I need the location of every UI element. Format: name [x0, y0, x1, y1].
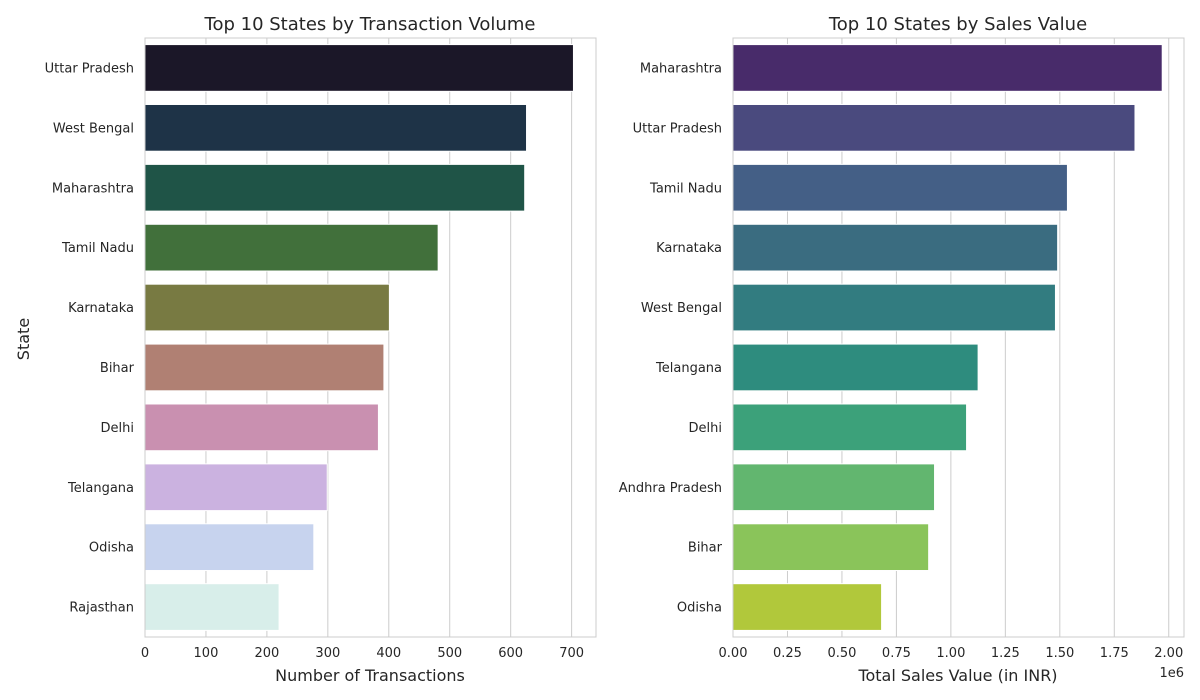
bar	[144, 44, 574, 92]
y-tick-label: Telangana	[67, 481, 134, 496]
bar	[732, 343, 979, 392]
y-tick-label: Maharashtra	[640, 61, 722, 76]
axes-frame	[144, 37, 597, 638]
y-tick-label: Maharashtra	[52, 181, 134, 196]
x-tick-label: 100	[194, 646, 219, 661]
chart-title: Top 10 States by Transaction Volume	[204, 14, 536, 35]
y-tick-label: West Bengal	[641, 301, 722, 316]
chart-transaction-volume: Uttar Pradesh West Bengal Maharashtra Tamil…	[14, 14, 597, 685]
y-tick-label: Bihar	[100, 361, 135, 376]
y-tick-label: Karnataka	[656, 241, 722, 256]
bar	[144, 103, 528, 152]
bar	[144, 403, 379, 452]
y-tick-label: Delhi	[101, 421, 134, 436]
bar	[732, 523, 930, 572]
y-tick-label: Uttar Pradesh	[45, 61, 134, 76]
x-tick-label: 0	[141, 646, 149, 661]
x-axis-label: Number of Transactions	[275, 666, 465, 685]
y-tick-label: Odisha	[677, 601, 722, 616]
bar	[732, 463, 936, 512]
bar	[732, 163, 1068, 212]
x-axis-label: Total Sales Value (in INR)	[857, 666, 1057, 685]
bar	[144, 463, 328, 512]
x-offset-text: 1e6	[1159, 666, 1184, 681]
x-tick-label: 1.00	[936, 646, 965, 661]
chart-sales-value: Maharashtra Uttar Pradesh Tamil Nadu Karnat…	[619, 14, 1185, 685]
y-tick-label: Karnataka	[68, 301, 134, 316]
bar	[732, 103, 1136, 152]
bar	[144, 163, 526, 212]
x-tick-label: 0.75	[882, 646, 911, 661]
x-tick-label: 700	[559, 646, 584, 661]
bar	[144, 223, 439, 272]
y-tick-label: West Bengal	[53, 121, 134, 136]
y-tick-label: Delhi	[689, 421, 722, 436]
y-tick-label: Tamil Nadu	[61, 241, 134, 256]
bar	[144, 283, 390, 332]
x-tick-label: 600	[498, 646, 523, 661]
plot-area: Uttar Pradesh West Bengal Maharashtra Tamil…	[45, 37, 597, 661]
x-tick-label: 500	[437, 646, 462, 661]
y-tick-label: Rajasthan	[69, 601, 134, 616]
y-tick-label: Andhra Pradesh	[619, 481, 722, 496]
y-tick-label: Uttar Pradesh	[633, 121, 722, 136]
chart-title: Top 10 States by Sales Value	[828, 14, 1087, 35]
x-tick-label: 1.25	[991, 646, 1020, 661]
bar	[732, 283, 1056, 332]
x-tick-label: 1.50	[1045, 646, 1074, 661]
bar	[732, 403, 968, 452]
y-tick-label: Odisha	[89, 541, 134, 556]
plot-area: Maharashtra Uttar Pradesh Tamil Nadu Karnat…	[619, 37, 1185, 661]
x-tick-label: 400	[376, 646, 401, 661]
bar	[732, 44, 1163, 92]
axes-frame	[732, 37, 1185, 638]
bar	[732, 583, 883, 631]
bar	[144, 583, 280, 631]
bar	[732, 223, 1059, 272]
x-tick-label: 0.25	[773, 646, 802, 661]
y-axis-label: State	[14, 318, 33, 360]
x-tick-label: 2.00	[1154, 646, 1183, 661]
x-tick-label: 200	[254, 646, 279, 661]
bar	[144, 343, 385, 392]
x-tick-label: 300	[315, 646, 340, 661]
x-tick-label: 0.50	[827, 646, 856, 661]
x-tick-label: 1.75	[1100, 646, 1129, 661]
bar	[144, 523, 315, 572]
y-tick-label: Bihar	[688, 541, 723, 556]
y-tick-label: Telangana	[655, 361, 722, 376]
y-tick-label: Tamil Nadu	[649, 181, 722, 196]
x-tick-label: 0.00	[719, 646, 748, 661]
